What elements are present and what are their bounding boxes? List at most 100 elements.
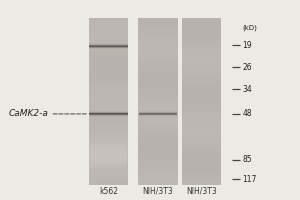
Bar xyxy=(89,177,128,179)
Bar xyxy=(182,77,221,79)
Bar xyxy=(138,120,178,123)
Bar xyxy=(138,162,178,165)
Bar xyxy=(182,31,221,33)
Bar xyxy=(89,49,128,52)
Bar xyxy=(89,45,128,46)
Bar xyxy=(89,111,128,112)
Bar xyxy=(89,116,128,119)
Bar xyxy=(90,157,127,158)
Bar xyxy=(182,170,221,173)
Bar xyxy=(138,102,178,104)
Bar xyxy=(182,177,221,179)
Bar xyxy=(140,114,177,115)
Bar xyxy=(89,137,128,140)
Bar xyxy=(89,102,128,104)
Bar xyxy=(89,41,128,44)
Bar xyxy=(90,149,127,150)
Bar xyxy=(182,139,221,142)
Bar xyxy=(89,147,128,150)
Bar xyxy=(182,66,221,69)
Bar xyxy=(89,45,128,48)
Bar xyxy=(90,155,127,156)
Bar xyxy=(182,150,221,152)
Bar xyxy=(182,104,221,106)
Bar xyxy=(89,170,128,173)
Bar xyxy=(89,48,128,49)
Bar xyxy=(138,37,178,39)
Bar xyxy=(138,152,178,154)
Text: NIH/3T3: NIH/3T3 xyxy=(143,187,173,196)
Bar xyxy=(182,110,221,112)
Bar xyxy=(138,18,178,21)
Bar xyxy=(89,46,128,47)
Bar xyxy=(89,179,128,181)
Bar xyxy=(140,111,177,112)
Bar xyxy=(182,156,221,158)
Bar xyxy=(182,179,221,181)
Bar xyxy=(89,45,128,46)
Bar xyxy=(89,120,128,123)
Bar xyxy=(138,133,178,135)
Bar xyxy=(138,24,178,27)
Bar xyxy=(138,100,178,102)
Bar xyxy=(89,68,128,71)
Bar xyxy=(89,183,128,185)
Bar xyxy=(182,116,221,119)
Bar xyxy=(138,135,178,137)
Bar xyxy=(89,181,128,183)
Bar xyxy=(138,68,178,71)
Bar xyxy=(89,43,128,44)
Bar xyxy=(138,143,178,146)
Bar xyxy=(89,72,128,75)
Bar xyxy=(89,133,128,135)
Bar xyxy=(138,168,178,171)
Bar xyxy=(138,66,178,69)
Bar xyxy=(90,163,127,164)
Bar xyxy=(182,97,221,100)
Bar xyxy=(89,97,128,100)
Bar xyxy=(140,113,177,114)
Bar xyxy=(90,164,127,165)
Bar xyxy=(89,172,128,175)
Bar xyxy=(138,95,178,98)
Bar xyxy=(182,89,221,92)
Text: 85: 85 xyxy=(242,155,252,164)
Bar xyxy=(89,29,128,31)
Bar xyxy=(89,108,128,110)
Bar xyxy=(89,114,128,115)
Bar xyxy=(182,79,221,81)
Bar xyxy=(182,106,221,108)
Bar xyxy=(138,70,178,73)
Bar xyxy=(182,22,221,25)
Bar xyxy=(182,129,221,131)
Bar xyxy=(182,183,221,185)
Bar xyxy=(138,22,178,25)
Bar xyxy=(138,52,178,54)
Bar xyxy=(89,115,128,116)
Bar xyxy=(89,47,128,50)
Bar xyxy=(138,112,178,114)
Bar xyxy=(182,83,221,85)
Bar xyxy=(182,35,221,37)
Bar xyxy=(90,154,127,155)
Bar xyxy=(89,168,128,171)
Bar xyxy=(138,145,178,148)
Bar xyxy=(89,46,128,47)
Bar xyxy=(89,77,128,79)
Bar xyxy=(89,150,128,152)
Bar xyxy=(89,112,128,113)
Bar xyxy=(138,172,178,175)
Bar xyxy=(182,70,221,73)
Bar xyxy=(138,104,178,106)
Bar xyxy=(89,116,128,117)
Bar xyxy=(90,159,127,160)
Bar xyxy=(138,27,178,29)
Bar xyxy=(89,118,128,121)
Bar xyxy=(89,47,128,48)
Bar xyxy=(182,118,221,121)
Bar xyxy=(138,79,178,81)
Bar xyxy=(89,46,128,47)
Bar xyxy=(138,20,178,23)
Bar xyxy=(182,181,221,183)
Bar xyxy=(89,85,128,87)
